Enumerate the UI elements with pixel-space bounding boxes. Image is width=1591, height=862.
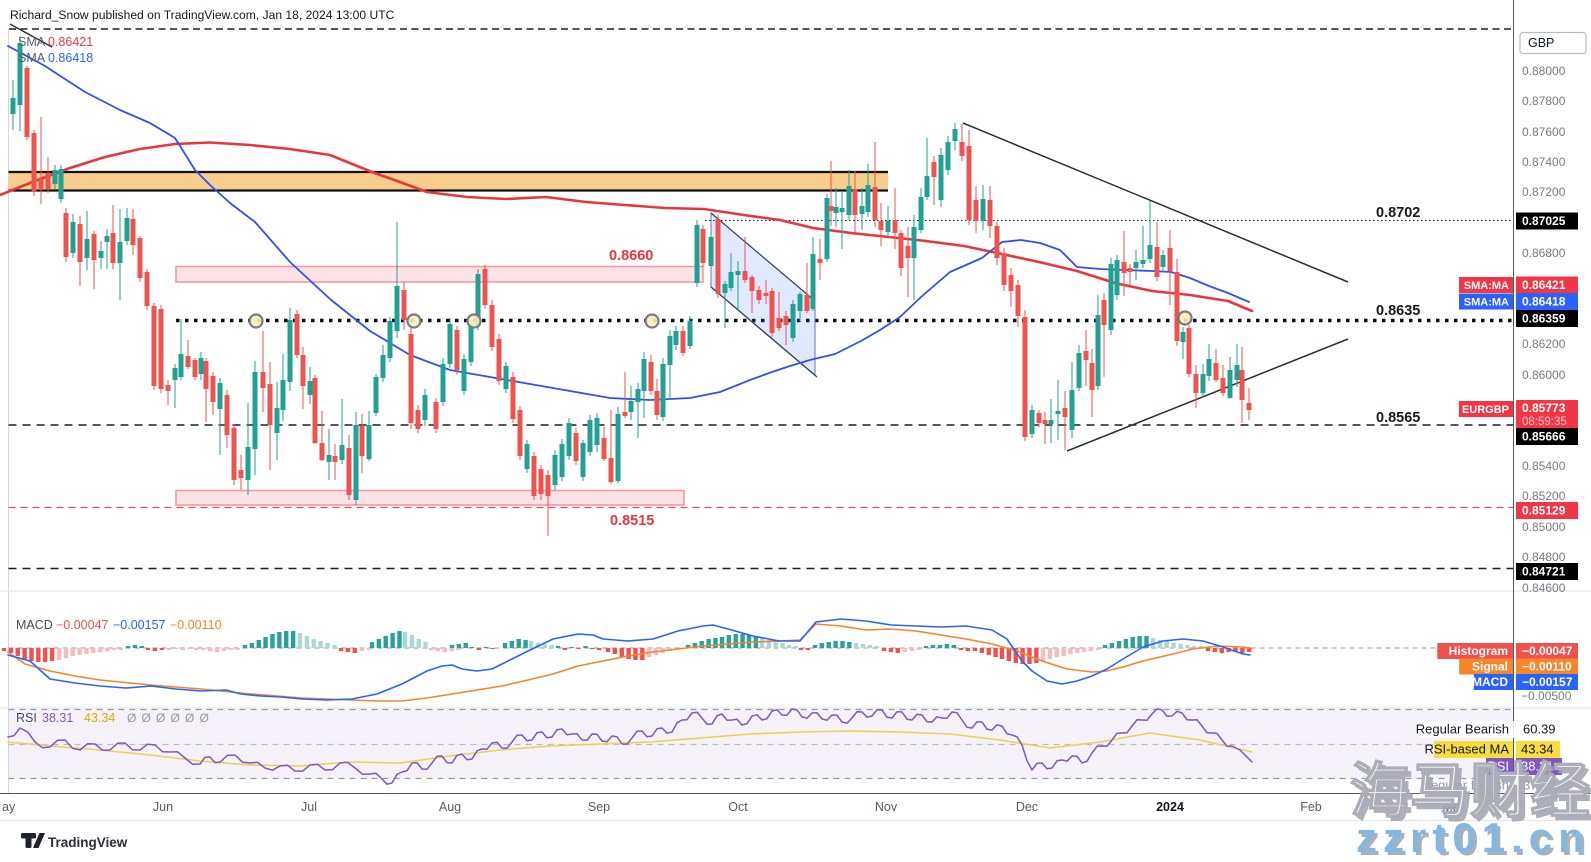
svg-text:0.87800: 0.87800 bbox=[1522, 94, 1566, 108]
svg-text:0.85000: 0.85000 bbox=[1522, 520, 1566, 534]
svg-text:SMA: SMA bbox=[18, 51, 46, 65]
svg-text:0.84600: 0.84600 bbox=[1522, 581, 1566, 595]
svg-text:Oct: Oct bbox=[728, 800, 748, 814]
svg-text:RSI: RSI bbox=[1487, 759, 1509, 774]
svg-text:Aug: Aug bbox=[439, 800, 461, 814]
svg-text:Histogram: Histogram bbox=[1449, 644, 1508, 658]
svg-text:−0.00047: −0.00047 bbox=[1522, 644, 1573, 658]
svg-text:0.8635: 0.8635 bbox=[1376, 303, 1420, 319]
svg-text:0.8702: 0.8702 bbox=[1376, 205, 1420, 221]
svg-text:海马财经: 海马财经 bbox=[1354, 762, 1591, 829]
svg-text:0.85666: 0.85666 bbox=[1522, 430, 1566, 444]
svg-text:38.31: 38.31 bbox=[42, 711, 73, 725]
svg-text:0.8565: 0.8565 bbox=[1376, 410, 1420, 426]
svg-text:ay: ay bbox=[2, 800, 16, 814]
svg-text:zzrt01.cn: zzrt01.cn bbox=[1356, 814, 1590, 857]
svg-text:Feb: Feb bbox=[1300, 800, 1322, 814]
svg-text:SMA: SMA bbox=[18, 35, 46, 49]
svg-text:0.86000: 0.86000 bbox=[1522, 368, 1566, 382]
svg-text:0.86418: 0.86418 bbox=[48, 51, 93, 65]
svg-text:60.39: 60.39 bbox=[1523, 722, 1556, 737]
svg-text:Signal: Signal bbox=[1472, 660, 1508, 674]
svg-text:0.85129: 0.85129 bbox=[1522, 504, 1566, 518]
svg-text:Jul: Jul bbox=[301, 800, 317, 814]
svg-text:0.87025: 0.87025 bbox=[1522, 214, 1566, 228]
svg-text:Richard_Snow published on Trad: Richard_Snow published on TradingView.co… bbox=[10, 8, 395, 22]
svg-text:Ø: Ø bbox=[127, 711, 136, 725]
svg-text:−0.00110: −0.00110 bbox=[170, 618, 222, 632]
svg-text:0.85400: 0.85400 bbox=[1522, 459, 1566, 473]
svg-text:0.85200: 0.85200 bbox=[1522, 489, 1566, 503]
svg-text:0.87200: 0.87200 bbox=[1522, 185, 1566, 199]
svg-text:0.86200: 0.86200 bbox=[1522, 337, 1566, 351]
svg-text:0.86421: 0.86421 bbox=[1522, 278, 1566, 292]
svg-text:0.87400: 0.87400 bbox=[1522, 155, 1566, 169]
svg-text:Ø: Ø bbox=[171, 711, 180, 725]
svg-text:08:59:35: 08:59:35 bbox=[1522, 416, 1567, 428]
svg-text:MACD: MACD bbox=[1472, 675, 1508, 689]
svg-text:0.8515: 0.8515 bbox=[610, 513, 654, 529]
svg-text:RSI-based MA: RSI-based MA bbox=[1424, 742, 1509, 757]
svg-text:SMA:MA: SMA:MA bbox=[1464, 297, 1509, 309]
svg-text:Dec: Dec bbox=[1016, 800, 1038, 814]
svg-text:0.86421: 0.86421 bbox=[48, 35, 93, 49]
svg-text:MACD: MACD bbox=[16, 618, 53, 632]
svg-text:43.34: 43.34 bbox=[1521, 742, 1554, 757]
svg-text:37.49: 37.49 bbox=[1523, 778, 1556, 793]
svg-text:−0.00500: −0.00500 bbox=[1521, 689, 1572, 703]
svg-text:Ø: Ø bbox=[185, 711, 194, 725]
svg-text:0.8660: 0.8660 bbox=[609, 248, 653, 264]
svg-text:zzrt01.cn: zzrt01.cn bbox=[1359, 817, 1591, 857]
svg-text:0.87600: 0.87600 bbox=[1522, 125, 1566, 139]
svg-text:2024: 2024 bbox=[1156, 800, 1184, 814]
svg-text:Ø: Ø bbox=[142, 711, 151, 725]
svg-text:Regular Bullish: Regular Bullish bbox=[1422, 778, 1509, 793]
svg-text:SMA:MA: SMA:MA bbox=[1464, 280, 1509, 292]
svg-text:43.34: 43.34 bbox=[84, 711, 115, 725]
svg-text:GBP: GBP bbox=[1528, 36, 1554, 50]
svg-text:−0.00157: −0.00157 bbox=[113, 618, 166, 632]
svg-text:0.85773: 0.85773 bbox=[1522, 401, 1566, 415]
svg-text:海马财经: 海马财经 bbox=[1350, 758, 1590, 825]
svg-text:Jun: Jun bbox=[153, 800, 173, 814]
svg-text:0.88000: 0.88000 bbox=[1522, 64, 1566, 78]
svg-text:0.84800: 0.84800 bbox=[1522, 550, 1566, 564]
svg-text:0.86418: 0.86418 bbox=[1522, 295, 1566, 309]
svg-text:0.84721: 0.84721 bbox=[1522, 565, 1566, 579]
svg-text:0.86800: 0.86800 bbox=[1522, 246, 1566, 260]
svg-text:Sep: Sep bbox=[588, 800, 610, 814]
svg-text:Nov: Nov bbox=[875, 800, 898, 814]
svg-text:Mar: Mar bbox=[1442, 800, 1464, 814]
svg-text:RSI: RSI bbox=[16, 711, 37, 725]
svg-text:EURGBP: EURGBP bbox=[1462, 404, 1509, 416]
svg-text:Ø: Ø bbox=[200, 711, 209, 725]
svg-text:−0.00110: −0.00110 bbox=[1522, 660, 1572, 674]
svg-text:−0.00157: −0.00157 bbox=[1522, 675, 1573, 689]
svg-text:Regular Bearish: Regular Bearish bbox=[1416, 722, 1509, 737]
svg-text:−0.00047: −0.00047 bbox=[56, 618, 109, 632]
svg-text:38.31: 38.31 bbox=[1521, 759, 1554, 774]
svg-text:0.86359: 0.86359 bbox=[1522, 312, 1566, 326]
svg-text:TradingView: TradingView bbox=[48, 835, 128, 850]
svg-text:Ø: Ø bbox=[156, 711, 165, 725]
